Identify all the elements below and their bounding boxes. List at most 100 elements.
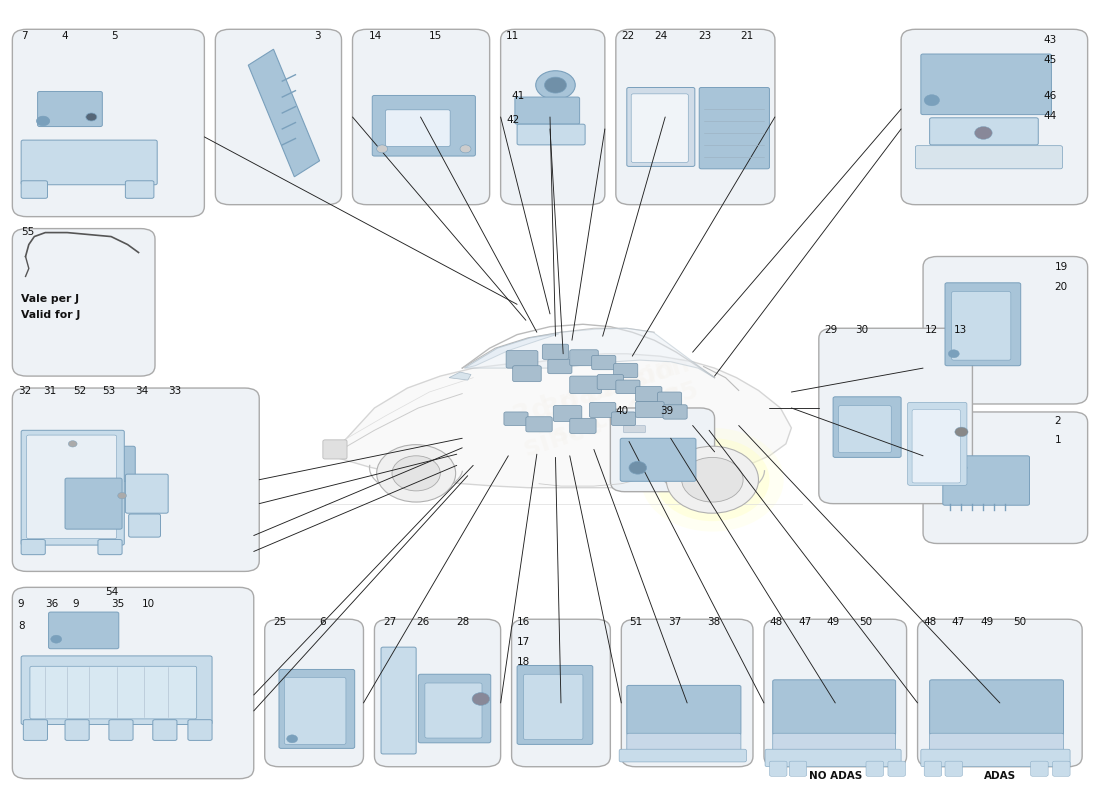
FancyBboxPatch shape [636,386,662,402]
FancyBboxPatch shape [833,397,901,458]
Text: 31: 31 [43,386,56,396]
FancyBboxPatch shape [30,666,197,719]
FancyBboxPatch shape [374,619,500,766]
FancyBboxPatch shape [26,435,117,538]
Text: 37: 37 [669,618,682,627]
Text: 38: 38 [707,618,721,627]
Text: 8: 8 [18,621,24,631]
FancyBboxPatch shape [65,446,135,482]
Text: 30: 30 [855,325,868,334]
Text: 28: 28 [456,618,470,627]
FancyBboxPatch shape [772,734,895,754]
FancyBboxPatch shape [513,366,541,382]
FancyBboxPatch shape [769,761,786,776]
FancyBboxPatch shape [627,686,741,735]
FancyBboxPatch shape [517,666,593,744]
FancyBboxPatch shape [109,720,133,741]
Text: 40: 40 [616,406,629,416]
FancyBboxPatch shape [621,619,754,766]
Text: 18: 18 [517,657,530,667]
Circle shape [392,456,440,491]
Text: 55: 55 [21,226,34,237]
FancyBboxPatch shape [612,412,636,426]
Text: ADAS: ADAS [983,771,1016,781]
Circle shape [682,458,744,502]
FancyBboxPatch shape [921,54,1052,114]
Text: 50: 50 [859,618,872,627]
Circle shape [955,427,968,437]
Text: 36: 36 [45,599,58,609]
Circle shape [460,145,471,153]
FancyBboxPatch shape [700,87,769,169]
FancyBboxPatch shape [923,412,1088,543]
FancyBboxPatch shape [620,438,696,482]
FancyBboxPatch shape [526,417,552,432]
Text: 54: 54 [106,587,119,597]
Text: 32: 32 [18,386,31,396]
FancyBboxPatch shape [627,734,741,754]
FancyBboxPatch shape [515,97,580,124]
FancyBboxPatch shape [945,283,1021,366]
FancyBboxPatch shape [285,678,345,744]
FancyBboxPatch shape [21,140,157,185]
Text: 51: 51 [629,618,642,627]
FancyBboxPatch shape [500,30,605,205]
FancyBboxPatch shape [924,761,942,776]
FancyBboxPatch shape [323,440,346,459]
FancyBboxPatch shape [1031,761,1048,776]
FancyBboxPatch shape [627,87,695,166]
Text: 5: 5 [111,31,118,42]
FancyBboxPatch shape [12,229,155,376]
FancyBboxPatch shape [619,749,747,762]
FancyBboxPatch shape [418,674,491,743]
Text: 22: 22 [621,31,635,42]
FancyBboxPatch shape [921,749,1070,766]
Text: NO ADAS: NO ADAS [808,771,862,781]
FancyBboxPatch shape [930,734,1064,754]
FancyBboxPatch shape [48,612,119,649]
Text: 1: 1 [1055,435,1061,446]
FancyBboxPatch shape [512,619,610,766]
Text: 49: 49 [826,618,839,627]
Text: 9: 9 [73,599,79,609]
Circle shape [536,70,575,99]
FancyBboxPatch shape [923,257,1088,404]
Text: 24: 24 [654,31,668,42]
Text: 33: 33 [168,386,182,396]
FancyBboxPatch shape [1053,761,1070,776]
Circle shape [472,693,490,706]
FancyBboxPatch shape [930,118,1038,145]
Text: 25: 25 [274,618,287,627]
Polygon shape [464,334,559,368]
FancyBboxPatch shape [616,380,640,394]
Text: 21: 21 [740,31,754,42]
Text: Vale per J: Vale per J [21,294,79,304]
FancyBboxPatch shape [818,328,972,504]
Text: 47: 47 [798,618,811,627]
Text: 10: 10 [142,599,155,609]
Text: 6: 6 [320,618,327,627]
FancyBboxPatch shape [216,30,341,205]
Polygon shape [331,354,791,488]
Circle shape [287,735,298,743]
FancyBboxPatch shape [930,680,1064,735]
Circle shape [948,350,959,358]
FancyBboxPatch shape [945,761,962,776]
Text: 3: 3 [315,31,321,42]
FancyBboxPatch shape [524,674,583,740]
Circle shape [641,428,783,531]
Text: 43: 43 [1044,35,1057,46]
Text: 11: 11 [506,31,519,42]
FancyBboxPatch shape [789,761,806,776]
Text: 15: 15 [429,31,442,42]
Text: 20: 20 [1055,282,1068,292]
Polygon shape [464,328,715,378]
FancyBboxPatch shape [590,402,616,418]
Text: 52: 52 [73,386,86,396]
FancyBboxPatch shape [663,405,688,419]
Polygon shape [249,50,320,177]
FancyBboxPatch shape [764,619,906,766]
FancyBboxPatch shape [21,656,212,725]
FancyBboxPatch shape [506,350,538,368]
FancyBboxPatch shape [943,456,1030,506]
